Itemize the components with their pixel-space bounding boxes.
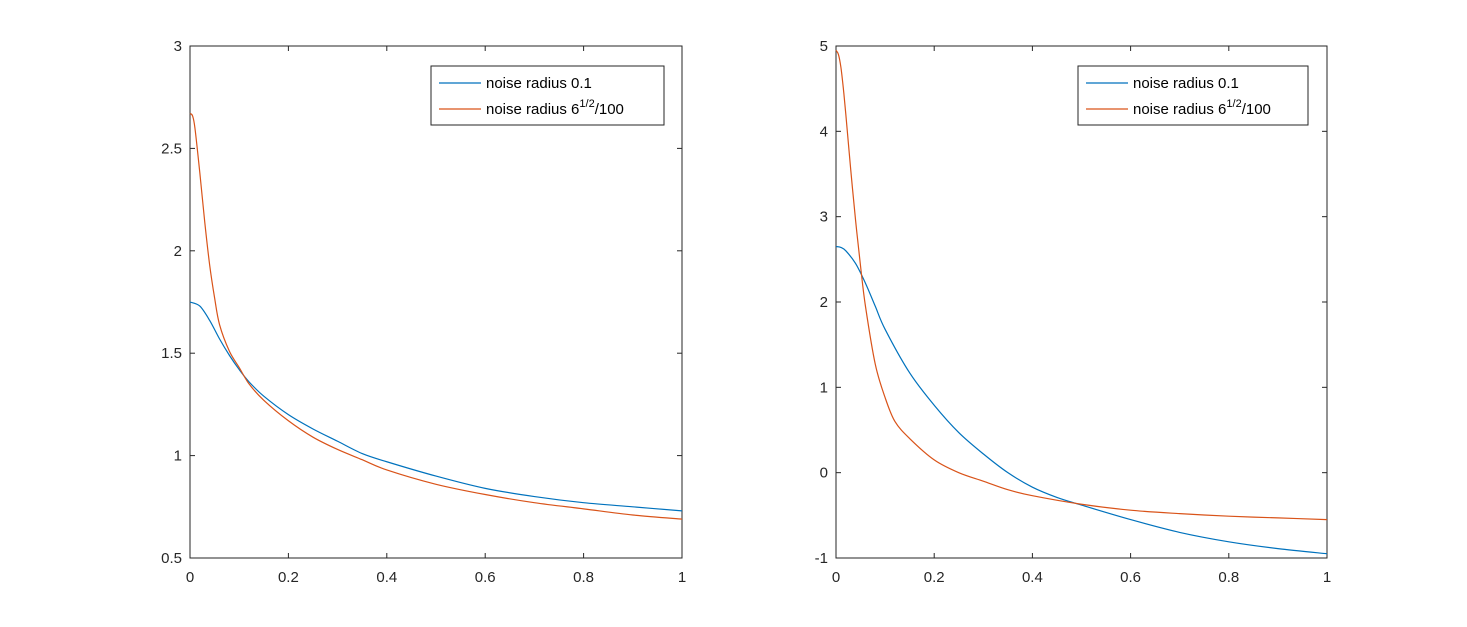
x-tick-label: 0 (186, 569, 194, 586)
y-tick-label: 1.5 (161, 345, 182, 362)
y-tick-label: 2 (174, 243, 182, 260)
x-tick-label: 0.6 (1120, 569, 1141, 586)
y-tick-label: 0 (820, 465, 828, 482)
y-tick-label: 5 (820, 38, 828, 55)
y-tick-label: 3 (820, 209, 828, 226)
x-tick-label: 0.2 (924, 569, 945, 586)
y-tick-label: 3 (174, 38, 182, 55)
x-tick-label: 0.4 (1022, 569, 1043, 586)
series-line-2 (835, 49, 1328, 521)
series-line-1 (189, 301, 683, 512)
legend-box (1077, 65, 1309, 126)
chart-panel-1: 0 0.2 0.4 0.6 0.8 1 0.5 1 1.5 2 2.5 3 noise radius 0… (161, 38, 686, 586)
x-tick-label: 0.6 (475, 569, 496, 586)
y-tick-label: 2.5 (161, 140, 182, 157)
legend: noise radius 0.1 noise radius 61/2/100 (1077, 65, 1309, 126)
plot-area (189, 45, 683, 559)
x-tick-label: 0 (832, 569, 840, 586)
x-tick-label: 0.8 (573, 569, 594, 586)
series-line-1 (835, 245, 1328, 555)
legend: noise radius 0.1 noise radius 61/2/100 (430, 65, 665, 126)
y-tick-label: 4 (820, 123, 828, 140)
y-tick-label: -1 (815, 550, 828, 567)
legend-entry-1: noise radius 0.1 (486, 75, 592, 92)
legend-box (430, 65, 665, 126)
legend-entry-2: noise radius 61/2/100 (1133, 98, 1271, 118)
legend-entry-1: noise radius 0.1 (1133, 75, 1239, 92)
legend-entry-2: noise radius 61/2/100 (486, 98, 624, 118)
plot-area (835, 45, 1328, 559)
y-tick-label: 1 (174, 448, 182, 465)
y-tick-label: 1 (820, 379, 828, 396)
x-tick-label: 0.2 (278, 569, 299, 586)
y-tick-label: 2 (820, 294, 828, 311)
x-tick-label: 1 (1323, 569, 1331, 586)
series-line-2 (189, 113, 683, 520)
x-tick-label: 0.4 (376, 569, 397, 586)
y-tick-label: 0.5 (161, 550, 182, 567)
x-tick-label: 0.8 (1218, 569, 1239, 586)
x-tick-label: 1 (678, 569, 686, 586)
